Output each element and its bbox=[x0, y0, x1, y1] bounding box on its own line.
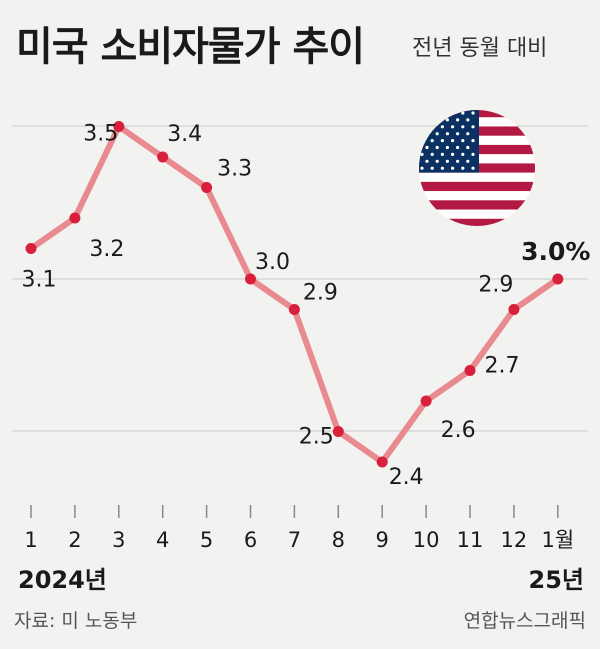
data-label: 2.9 bbox=[303, 281, 338, 306]
data-label: 2.4 bbox=[389, 465, 424, 490]
x-tick-label: 6 bbox=[244, 528, 257, 552]
x-tick-label: 4 bbox=[156, 528, 169, 552]
data-label: 3.4 bbox=[167, 122, 202, 147]
data-labels: 3.1 3.2 3.5 3.4 3.3 3.0 2.9 2.5 2.4 2.6 2.7 2.9 3.0% bbox=[22, 122, 591, 491]
x-tick-label: 11 bbox=[457, 528, 484, 552]
data-point bbox=[157, 151, 169, 163]
year-label-2025: 25년 bbox=[528, 566, 584, 594]
x-tick-label: 10 bbox=[413, 528, 440, 552]
data-point bbox=[25, 243, 37, 254]
x-tick-label: 1월 bbox=[541, 528, 574, 552]
data-points bbox=[25, 121, 564, 468]
chart-subtitle: 전년 동월 대비 bbox=[412, 36, 548, 61]
x-tick-label: 8 bbox=[332, 528, 345, 552]
data-point bbox=[288, 304, 300, 315]
year-label-2024: 2024년 bbox=[18, 566, 107, 594]
x-tick-label: 2 bbox=[68, 528, 81, 552]
credit-note: 연합뉴스그래픽 bbox=[463, 610, 586, 632]
chart-title: 미국 소비자물가 추이 bbox=[16, 24, 365, 70]
data-point bbox=[332, 426, 344, 437]
data-label: 3.2 bbox=[89, 237, 124, 262]
x-tick-label: 5 bbox=[200, 528, 213, 552]
data-point bbox=[376, 456, 388, 468]
data-label: 2.6 bbox=[441, 418, 476, 443]
data-label: 2.9 bbox=[478, 273, 513, 298]
data-point bbox=[508, 304, 520, 315]
source-note: 자료: 미 노동부 bbox=[14, 610, 138, 632]
data-label: 3.0 bbox=[255, 250, 290, 275]
data-point bbox=[69, 212, 81, 224]
data-label: 3.3 bbox=[217, 157, 252, 182]
grid-lines bbox=[12, 125, 588, 518]
x-tick-labels: 1 2 3 4 5 6 7 8 9 10 11 12 1월 bbox=[24, 528, 574, 552]
data-point bbox=[245, 273, 256, 285]
x-tick-label: 3 bbox=[112, 528, 125, 552]
data-point bbox=[420, 395, 432, 407]
data-label: 3.1 bbox=[22, 268, 57, 293]
data-point bbox=[113, 121, 125, 132]
data-point bbox=[552, 273, 564, 285]
x-tick-label: 1 bbox=[24, 528, 37, 552]
x-tick-label: 12 bbox=[501, 528, 528, 552]
data-point bbox=[201, 182, 213, 193]
data-label: 3.0% bbox=[521, 237, 590, 266]
x-tick-label: 7 bbox=[288, 528, 301, 552]
data-label: 2.5 bbox=[299, 425, 334, 450]
x-tick-label: 9 bbox=[376, 528, 389, 552]
data-label: 2.7 bbox=[485, 354, 520, 379]
data-label: 3.5 bbox=[83, 122, 118, 147]
data-point bbox=[464, 365, 476, 376]
